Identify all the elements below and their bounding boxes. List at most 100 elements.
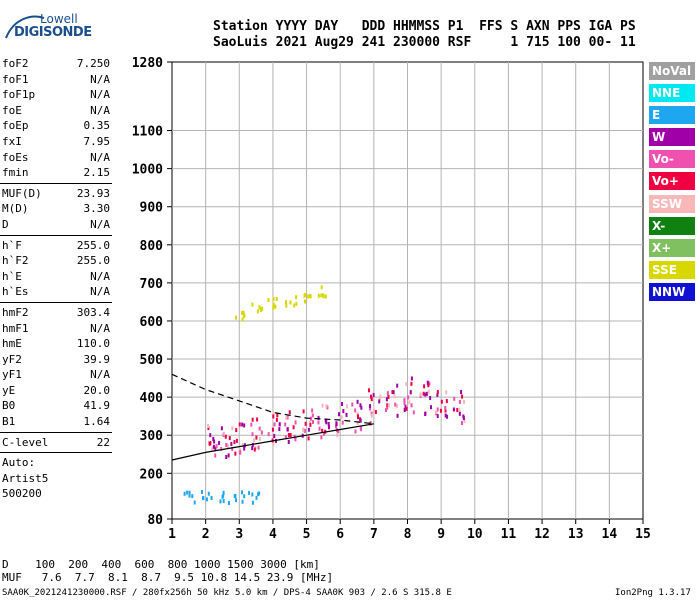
data-point	[458, 411, 461, 416]
data-point	[235, 498, 238, 503]
data-point	[356, 411, 359, 416]
data-point	[335, 422, 338, 427]
model-trace	[171, 423, 375, 461]
chart-legend: NoVal NNE E W Vo- Vo+ SSW X- X+ SSE NNW	[649, 62, 695, 305]
param-row: fmin 2.15	[0, 165, 112, 181]
data-point	[445, 399, 448, 404]
legend-item: X+	[649, 238, 695, 257]
data-point	[341, 420, 344, 425]
data-point	[387, 403, 390, 408]
data-point	[230, 441, 233, 446]
data-point	[378, 399, 381, 404]
x-tick-label: 5	[303, 527, 311, 542]
data-point	[439, 408, 442, 413]
footer-d-line: D 100 200 400 600 800 1000 1500 3000 [km…	[2, 558, 320, 571]
data-point	[293, 303, 296, 308]
data-point	[436, 414, 439, 419]
data-point	[272, 411, 275, 416]
param-key: h`F2	[2, 254, 29, 268]
data-point	[444, 408, 447, 413]
param-value: 1.64	[83, 415, 111, 429]
data-point	[341, 401, 344, 406]
y-tick-label: 400	[140, 391, 164, 406]
data-point	[404, 404, 407, 409]
data-point	[294, 437, 297, 442]
data-point	[311, 408, 314, 413]
data-point	[241, 422, 244, 427]
data-point	[385, 408, 388, 413]
data-point	[273, 422, 276, 427]
param-separator	[0, 431, 112, 433]
param-row: B1 1.64	[0, 414, 112, 430]
data-point	[372, 393, 375, 398]
logo-swoosh-icon	[5, 15, 45, 39]
param-row: foE N/A	[0, 103, 112, 119]
data-point	[322, 294, 325, 299]
data-point	[408, 400, 411, 405]
data-point	[463, 419, 466, 424]
data-point	[238, 448, 241, 453]
param-key: foE	[2, 103, 22, 117]
data-point	[251, 492, 254, 497]
param-row: foF1 N/A	[0, 72, 112, 88]
data-point	[311, 413, 314, 418]
data-point	[214, 446, 217, 451]
parameter-list: foF2 7.250 foF1 N/A foF1p N/A foE N/A foEp 0.35 fx…	[0, 56, 112, 502]
data-point	[405, 406, 408, 411]
data-point	[385, 397, 388, 402]
data-point	[354, 429, 357, 434]
param-row: h`Es N/A	[0, 284, 112, 300]
param-key: h`E	[2, 269, 22, 283]
data-point	[287, 439, 290, 444]
data-point	[235, 428, 238, 433]
param-key: hmF1	[2, 321, 29, 335]
data-point	[460, 390, 463, 395]
data-point	[248, 490, 251, 495]
param-value: N/A	[90, 269, 110, 283]
param-key: h`Es	[2, 285, 29, 299]
param-row: foEp 0.35	[0, 118, 112, 134]
data-point	[379, 394, 382, 399]
y-tick-label: 800	[140, 239, 164, 254]
data-point	[395, 403, 398, 408]
data-point	[309, 420, 312, 425]
data-point	[424, 411, 427, 416]
y-tick-label: 300	[140, 429, 164, 444]
data-point	[255, 495, 258, 500]
data-point	[188, 490, 191, 495]
param-key: M(D)	[2, 202, 29, 216]
data-point	[340, 415, 343, 420]
y-tick-label: 200	[140, 467, 164, 482]
data-point	[409, 390, 412, 395]
data-point	[278, 422, 281, 427]
data-point	[233, 440, 236, 445]
data-point	[286, 415, 289, 420]
param-key: foEs	[2, 150, 29, 164]
data-point	[256, 417, 259, 422]
legend-item: NoVal	[649, 62, 695, 80]
param-value: 23.93	[76, 186, 110, 200]
data-point	[410, 381, 413, 386]
data-point	[183, 491, 186, 496]
data-point	[405, 382, 408, 387]
param-value: N/A	[90, 72, 110, 86]
data-point	[261, 306, 264, 311]
x-tick-label: 9	[437, 527, 445, 542]
data-point	[403, 398, 406, 403]
model-trace	[171, 373, 374, 425]
data-point	[387, 394, 390, 399]
data-point	[446, 414, 449, 419]
param-value: 41.9	[83, 399, 111, 413]
data-point	[220, 426, 223, 431]
param-row: C-level 22	[0, 435, 112, 451]
data-point	[272, 305, 275, 310]
param-value: 110.0	[76, 337, 110, 351]
data-point	[210, 495, 213, 500]
data-point	[422, 391, 425, 396]
x-tick-label: 10	[467, 527, 483, 542]
y-tick-label: 80	[147, 513, 163, 528]
data-point	[374, 410, 377, 415]
lowell-digisonde-logo: Lowell DIGISONDE	[4, 12, 92, 42]
legend-item: W	[649, 128, 695, 147]
